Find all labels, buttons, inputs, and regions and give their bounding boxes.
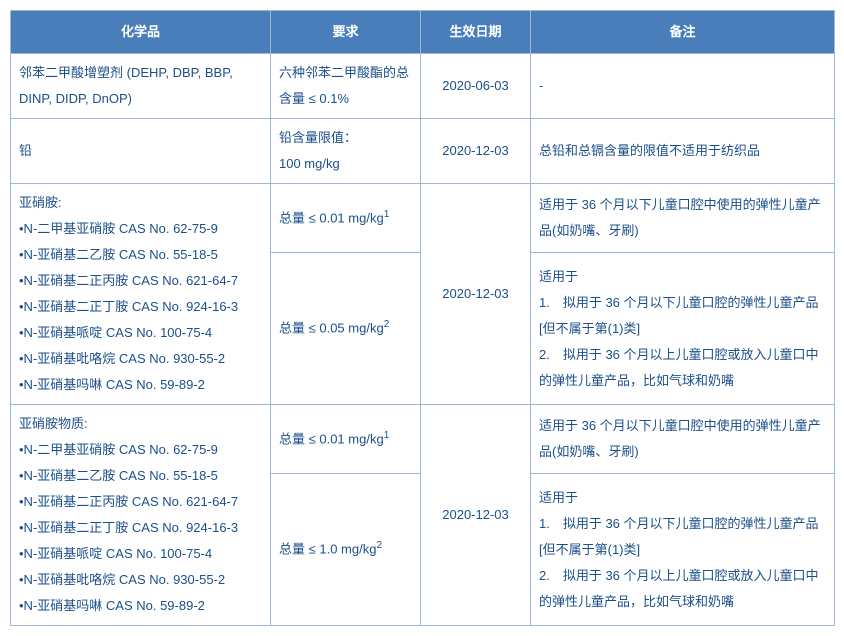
chem-item: •N-二甲基亚硝胺 CAS No. 62-75-9	[19, 437, 262, 463]
col-chemical: 化学品	[11, 11, 271, 54]
chem-item: •N-亚硝基二乙胺 CAS No. 55-18-5	[19, 242, 262, 268]
cell-req: 总量 ≤ 0.01 mg/kg1	[271, 405, 421, 474]
cell-note: 适用于 36 个月以下儿童口腔中使用的弹性儿童产品(如奶嘴、牙刷)	[531, 184, 835, 253]
chem-item: •N-亚硝基二正丙胺 CAS No. 621-64-7	[19, 489, 262, 515]
cell-note: 适用于 36 个月以下儿童口腔中使用的弹性儿童产品(如奶嘴、牙刷)	[531, 405, 835, 474]
req-sup: 2	[376, 540, 382, 551]
cell-req: 铅含量限值：100 mg/kg	[271, 119, 421, 184]
chem-item: •N-亚硝基吗啉 CAS No. 59-89-2	[19, 372, 262, 398]
cell-note: 适用于1. 拟用于 36 个月以下儿童口腔的弹性儿童产品[但不属于第(1)类]2…	[531, 474, 835, 626]
table-row: 邻苯二甲酸增塑剂 (DEHP, DBP, BBP, DINP, DIDP, Dn…	[11, 54, 835, 119]
cell-req: 总量 ≤ 0.01 mg/kg1	[271, 184, 421, 253]
cell-chem: 铅	[11, 119, 271, 184]
req-text: 总量 ≤ 0.01 mg/kg	[279, 210, 384, 225]
col-requirement: 要求	[271, 11, 421, 54]
cell-date: 2020-06-03	[421, 54, 531, 119]
chem-item: •N-亚硝基哌啶 CAS No. 100-75-4	[19, 541, 262, 567]
chem-item: •N-亚硝基吗啉 CAS No. 59-89-2	[19, 593, 262, 619]
cell-note: 适用于1. 拟用于 36 个月以下儿童口腔的弹性儿童产品[但不属于第(1)类]2…	[531, 253, 835, 405]
table-row: 亚硝胺: •N-二甲基亚硝胺 CAS No. 62-75-9 •N-亚硝基二乙胺…	[11, 184, 835, 253]
req-sup: 1	[384, 209, 390, 220]
cell-req: 总量 ≤ 1.0 mg/kg2	[271, 474, 421, 626]
cell-date: 2020-12-03	[421, 405, 531, 626]
chemical-table: 化学品 要求 生效日期 备注 邻苯二甲酸增塑剂 (DEHP, DBP, BBP,…	[10, 10, 835, 626]
table-header-row: 化学品 要求 生效日期 备注	[11, 11, 835, 54]
chem-item: •N-亚硝基二正丁胺 CAS No. 924-16-3	[19, 515, 262, 541]
chem-item: •N-亚硝基哌啶 CAS No. 100-75-4	[19, 320, 262, 346]
req-sup: 2	[384, 319, 390, 330]
cell-req: 总量 ≤ 0.05 mg/kg2	[271, 253, 421, 405]
req-text: 总量 ≤ 1.0 mg/kg	[279, 542, 376, 557]
col-date: 生效日期	[421, 11, 531, 54]
chem-item: •N-亚硝基吡咯烷 CAS No. 930-55-2	[19, 346, 262, 372]
table-row: 亚硝胺物质: •N-二甲基亚硝胺 CAS No. 62-75-9 •N-亚硝基二…	[11, 405, 835, 474]
cell-date: 2020-12-03	[421, 119, 531, 184]
req-sup: 1	[384, 430, 390, 441]
cell-chem-list: 亚硝胺物质: •N-二甲基亚硝胺 CAS No. 62-75-9 •N-亚硝基二…	[11, 405, 271, 626]
req-text: 总量 ≤ 0.01 mg/kg	[279, 431, 384, 446]
cell-note: -	[531, 54, 835, 119]
req-text: 总量 ≤ 0.05 mg/kg	[279, 321, 384, 336]
cell-req: 六种邻苯二甲酸酯的总含量 ≤ 0.1%	[271, 54, 421, 119]
cell-chem-list: 亚硝胺: •N-二甲基亚硝胺 CAS No. 62-75-9 •N-亚硝基二乙胺…	[11, 184, 271, 405]
chem-title: 亚硝胺物质:	[19, 416, 88, 431]
table-row: 铅 铅含量限值：100 mg/kg 2020-12-03 总铅和总镉含量的限值不…	[11, 119, 835, 184]
chem-item: •N-亚硝基二正丁胺 CAS No. 924-16-3	[19, 294, 262, 320]
chem-title: 亚硝胺:	[19, 195, 62, 210]
chem-item: •N-亚硝基吡咯烷 CAS No. 930-55-2	[19, 567, 262, 593]
chem-item: •N-亚硝基二乙胺 CAS No. 55-18-5	[19, 463, 262, 489]
chem-item: •N-二甲基亚硝胺 CAS No. 62-75-9	[19, 216, 262, 242]
cell-note: 总铅和总镉含量的限值不适用于纺织品	[531, 119, 835, 184]
chem-item: •N-亚硝基二正丙胺 CAS No. 621-64-7	[19, 268, 262, 294]
col-note: 备注	[531, 11, 835, 54]
cell-chem: 邻苯二甲酸增塑剂 (DEHP, DBP, BBP, DINP, DIDP, Dn…	[11, 54, 271, 119]
cell-date: 2020-12-03	[421, 184, 531, 405]
